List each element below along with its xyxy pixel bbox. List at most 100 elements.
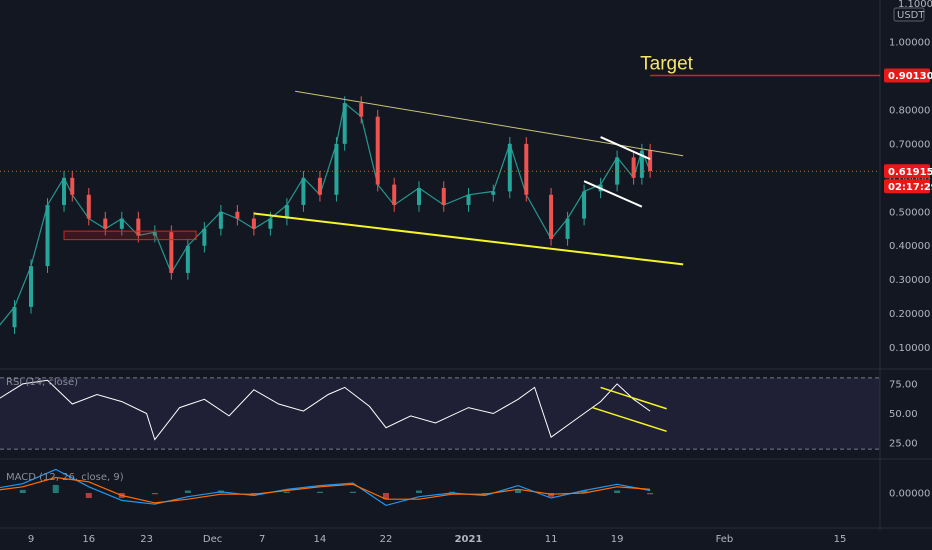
macd-signal-line[interactable] [0, 476, 651, 504]
price-candle[interactable] [70, 177, 75, 195]
price-candle[interactable] [615, 157, 620, 185]
price-candle[interactable] [639, 150, 644, 178]
macd-histogram-bar [19, 489, 26, 493]
price-tag [884, 164, 930, 179]
price-candle[interactable] [317, 177, 322, 195]
rsi-trendline[interactable] [592, 406, 667, 433]
time-tick-label: Feb [716, 534, 734, 545]
rsi-series-line[interactable] [0, 379, 651, 441]
time-tick-label: Dec [203, 534, 222, 545]
rsi-tick-label: 75.00 [889, 379, 918, 390]
price-tag-label: 02:17:29 [888, 182, 932, 193]
price-candle[interactable] [334, 143, 339, 195]
time-tick-label: 15 [834, 534, 847, 545]
price-tick-label: 0.70000 [889, 139, 930, 150]
macd-histogram-bar [184, 490, 191, 493]
trendline[interactable] [583, 180, 643, 208]
macd-tick-label: 0.00000 [889, 489, 930, 500]
macd-histogram-bar [151, 493, 158, 495]
macd-histogram-bar [52, 484, 59, 493]
price-tick-label: 0.60000 [889, 173, 930, 184]
currency-badge[interactable] [893, 7, 925, 22]
macd-histogram-bar [85, 493, 92, 498]
target-label: Target [640, 53, 694, 74]
price-tag [884, 179, 930, 194]
price-candle[interactable] [392, 184, 397, 205]
rsi-tick-label: 50.00 [889, 409, 918, 420]
price-tick-label: 0.40000 [889, 241, 930, 252]
price-candle[interactable] [235, 211, 240, 219]
rsi-tick-label: 25.00 [889, 439, 918, 450]
price-tick-label: 0.50000 [889, 207, 930, 218]
macd-histogram-bar [515, 489, 522, 493]
macd-histogram-bar [647, 493, 654, 495]
price-tag [884, 68, 930, 83]
price-candle[interactable] [549, 194, 554, 239]
price-candle[interactable] [185, 245, 190, 273]
macd-histogram-bar [614, 490, 621, 493]
price-candle[interactable] [301, 177, 306, 205]
price-candle[interactable] [268, 218, 273, 229]
price-tick-label: 0.10000 [889, 343, 930, 354]
price-candle[interactable] [103, 218, 108, 229]
price-candle[interactable] [251, 218, 256, 229]
time-tick-label: 16 [82, 534, 95, 545]
macd-histogram-bar [316, 491, 323, 493]
trendline[interactable] [600, 136, 651, 161]
price-candle[interactable] [507, 143, 512, 192]
price-candle[interactable] [565, 218, 570, 239]
price-candle[interactable] [136, 218, 141, 236]
time-tick-label: 19 [611, 534, 624, 545]
macd-histogram-bar [581, 490, 588, 493]
price-candle[interactable] [524, 143, 529, 195]
price-candle[interactable] [29, 266, 33, 307]
macd-line[interactable] [0, 468, 651, 507]
price-candle[interactable] [359, 103, 364, 117]
rsi-trendline[interactable] [600, 386, 667, 410]
rsi-title: RSI (14, close) [6, 377, 78, 388]
price-candle[interactable] [202, 228, 207, 246]
price-candle[interactable] [342, 103, 347, 144]
price-candle[interactable] [375, 116, 380, 185]
price-candle[interactable] [218, 211, 223, 229]
price-candle[interactable] [582, 191, 587, 219]
macd-histogram-bar [382, 493, 389, 500]
price-candle[interactable] [169, 232, 174, 273]
support-zone[interactable] [63, 230, 197, 241]
time-tick-label: 22 [380, 534, 393, 545]
time-tick-label: 9 [28, 534, 34, 545]
macd-histogram-bar [349, 491, 356, 493]
price-tick-label: 1.10000 [898, 0, 932, 10]
currency-label: USDT [897, 10, 925, 21]
price-candle[interactable] [12, 306, 17, 328]
price-tick-label: 0.30000 [889, 275, 930, 286]
macd-histogram-bar [449, 491, 456, 493]
time-tick-label: 11 [545, 534, 558, 545]
price-candle[interactable] [466, 194, 471, 205]
price-candle[interactable] [45, 204, 50, 267]
price-candle[interactable] [441, 188, 446, 205]
price-candle[interactable] [491, 191, 496, 195]
time-tick-label: 2021 [455, 534, 483, 545]
rsi-band [0, 377, 880, 450]
macd-histogram-bar [548, 493, 555, 497]
price-tick-label: 0.20000 [889, 309, 930, 320]
price-candle[interactable] [152, 232, 157, 236]
time-tick-label: 14 [314, 534, 327, 545]
time-tick-label: 23 [140, 534, 153, 545]
price-candle[interactable] [648, 150, 653, 172]
price-candle[interactable] [119, 218, 124, 229]
trendline[interactable] [253, 212, 684, 266]
time-tick-label: 7 [259, 534, 265, 545]
macd-title: MACD (12, 26, close, 9) [6, 472, 124, 483]
price-candle[interactable] [631, 157, 636, 178]
price-tick-label: 1.00000 [889, 37, 930, 48]
price-tag-label: 0.61915 [888, 167, 932, 178]
price-candle[interactable] [284, 204, 289, 219]
price-candle[interactable] [416, 188, 421, 205]
price-candle[interactable] [86, 194, 91, 219]
price-tag-label: 0.90130 [888, 71, 932, 82]
price-candle[interactable] [62, 177, 67, 205]
